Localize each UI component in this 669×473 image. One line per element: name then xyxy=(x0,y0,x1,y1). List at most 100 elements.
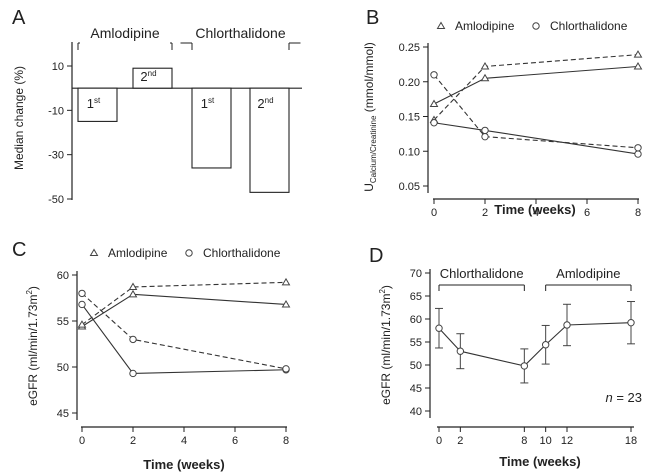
panel-a-ytick-label: -10 xyxy=(48,105,64,117)
panel-a-bar-label: 1st xyxy=(201,96,215,111)
panel-b-xtick-label: 0 xyxy=(431,207,437,219)
panel-a-bar-label: 2nd xyxy=(257,96,273,111)
panel-d-data-point xyxy=(541,341,550,349)
panel-c-xlabel: Time (weeks) xyxy=(143,457,224,472)
panel-b: B UCalcium/Creatinine (mmol/mmol) 0.05 0.… xyxy=(362,7,643,219)
panel-a-group-label: Chlorthalidone xyxy=(195,25,285,41)
panel-c-data-point xyxy=(78,300,86,309)
panel-b-data-point xyxy=(430,119,438,127)
panel-b-legend-marker xyxy=(532,22,540,30)
panel-a-ytick-label: 10 xyxy=(52,61,64,73)
panel-c-data-point xyxy=(282,365,290,373)
panel-c-legend-label: Amlodipine xyxy=(108,246,168,260)
panel-b-plot: 0.05 0.10 0.15 0.20 0.25 0 2 4 6 8 Amlodipine Chlor… xyxy=(399,19,643,219)
panel-b-xtick-label: 6 xyxy=(584,207,590,219)
panel-c-label: C xyxy=(12,239,26,261)
panel-d-data-point xyxy=(563,321,571,329)
panel-b-ylabel: UCalcium/Creatinine (mmol/mmol) xyxy=(362,42,378,192)
panel-d-xtick-label: 8 xyxy=(521,435,527,447)
panel-c-data-point xyxy=(78,289,86,298)
panel-d-ytick-label: 40 xyxy=(410,406,422,418)
panel-c-ylabel: eGFR (ml/min/1.73m2) xyxy=(25,286,40,406)
panel-c-data-point xyxy=(129,369,137,378)
panel-d-n-annotation: n = 23 xyxy=(605,390,642,405)
panel-b-series-line xyxy=(433,54,639,121)
panel-b-data-point xyxy=(430,71,438,79)
panel-c: C eGFR (ml/min/1.73m2) 45 50 55 60 0 2 4 6 8 Amlo… xyxy=(12,239,291,472)
panel-b-data-point xyxy=(634,150,642,158)
panel-b-series-line xyxy=(433,122,639,155)
panel-b-ytick-label: 0.10 xyxy=(399,146,420,158)
panel-d-plot: 40 45 50 55 60 65 70 0 2 8 10 12 18 Chlorthalidone Aml… xyxy=(410,266,637,447)
panel-b-data-point xyxy=(480,73,490,82)
panel-d-xtick-label: 12 xyxy=(561,435,573,447)
panel-c-data-point xyxy=(129,335,137,344)
panel-d-ylabel: eGFR (ml/min/1.73m2) xyxy=(378,285,393,405)
panel-c-data-point xyxy=(128,289,138,298)
panel-b-xlabel: Time (weeks) xyxy=(494,202,575,217)
panel-c-xtick-label: 2 xyxy=(130,435,136,447)
panel-c-legend-marker xyxy=(185,249,193,257)
panel-c-xtick-label: 6 xyxy=(232,435,238,447)
panel-d-period-label: Chlorthalidone xyxy=(440,266,524,281)
panel-a-label: A xyxy=(12,7,26,29)
panel-d-xtick-label: 10 xyxy=(540,435,552,447)
panel-b-data-point xyxy=(481,132,489,141)
panel-b-data-point xyxy=(634,144,642,152)
panel-c-legend-marker xyxy=(89,248,99,256)
panel-b-data-point xyxy=(480,61,490,70)
panel-c-plot: 45 50 55 60 0 2 4 6 8 Amlodipine Chlorthalidone xyxy=(57,246,291,447)
panel-d-ytick-label: 55 xyxy=(410,337,422,349)
panel-c-xtick-label: 0 xyxy=(79,435,85,447)
panel-a-bar xyxy=(132,67,173,89)
panel-c-legend-label: Chlorthalidone xyxy=(203,246,281,260)
panel-b-legend-label: Amlodipine xyxy=(455,19,515,33)
panel-a-bar xyxy=(191,87,232,169)
panel-d-ytick-label: 45 xyxy=(410,383,422,395)
panel-d-xlabel: Time (weeks) xyxy=(499,454,580,469)
panel-b-ytick-label: 0.20 xyxy=(399,77,420,89)
panel-c-series-line xyxy=(81,292,287,370)
panel-b-series-line xyxy=(433,65,639,105)
panel-a: A Median change (%) 10 -10 -30 -50 Amlodipi… xyxy=(12,7,302,206)
panel-b-data-point xyxy=(633,50,643,58)
panel-c-ytick-label: 60 xyxy=(57,270,69,282)
panel-c-ytick-label: 50 xyxy=(57,362,69,374)
panel-d-data-point xyxy=(435,324,443,332)
panel-d-data-point xyxy=(627,318,635,327)
panel-b-xtick-label: 4 xyxy=(533,207,539,219)
panel-d-period-label: Amlodipine xyxy=(556,266,620,281)
panel-a-bar-label: 2nd xyxy=(140,69,156,84)
panel-b-data-point xyxy=(481,126,489,135)
panel-c-xtick-label: 8 xyxy=(283,435,289,447)
panel-d-ytick-label: 65 xyxy=(410,291,422,303)
panel-b-data-point xyxy=(429,99,439,107)
panel-d-xtick-label: 18 xyxy=(625,435,637,447)
panel-c-data-point xyxy=(281,277,291,286)
panel-a-group-label: Amlodipine xyxy=(90,25,159,41)
panel-a-bar xyxy=(77,87,118,122)
panel-c-data-point xyxy=(77,320,87,328)
panel-b-ytick-label: 0.25 xyxy=(399,42,420,54)
panel-d-ytick-label: 50 xyxy=(410,360,422,372)
panel-d-data-point xyxy=(520,362,529,370)
panel-d-series-line xyxy=(438,322,632,367)
panel-b-ytick-label: 0.15 xyxy=(399,112,420,124)
panel-c-series-line xyxy=(81,281,287,326)
panel-a-ytick-label: -50 xyxy=(48,194,64,206)
panel-d-xtick-label: 2 xyxy=(457,435,463,447)
panel-a-bars: Amlodipine 1st 2nd Chlorthalidone 1st 2nd xyxy=(77,25,301,193)
panel-b-series-line xyxy=(433,74,639,149)
panel-d-ytick-label: 70 xyxy=(410,268,422,280)
panel-b-legend-marker xyxy=(436,21,446,29)
panel-d-ytick-label: 60 xyxy=(410,314,422,326)
panel-c-data-point xyxy=(281,299,291,308)
panel-b-legend-label: Chlorthalidone xyxy=(550,19,628,33)
panel-b-label: B xyxy=(366,7,379,29)
panel-b-ytick-label: 0.05 xyxy=(399,181,420,193)
panel-a-ytick-label: -30 xyxy=(48,150,64,162)
panel-a-bar xyxy=(249,87,290,193)
panel-d-label: D xyxy=(369,245,383,267)
panel-d: D eGFR (ml/min/1.73m2) 40 45 50 55 60 65 70 0 2 8… xyxy=(369,245,642,469)
